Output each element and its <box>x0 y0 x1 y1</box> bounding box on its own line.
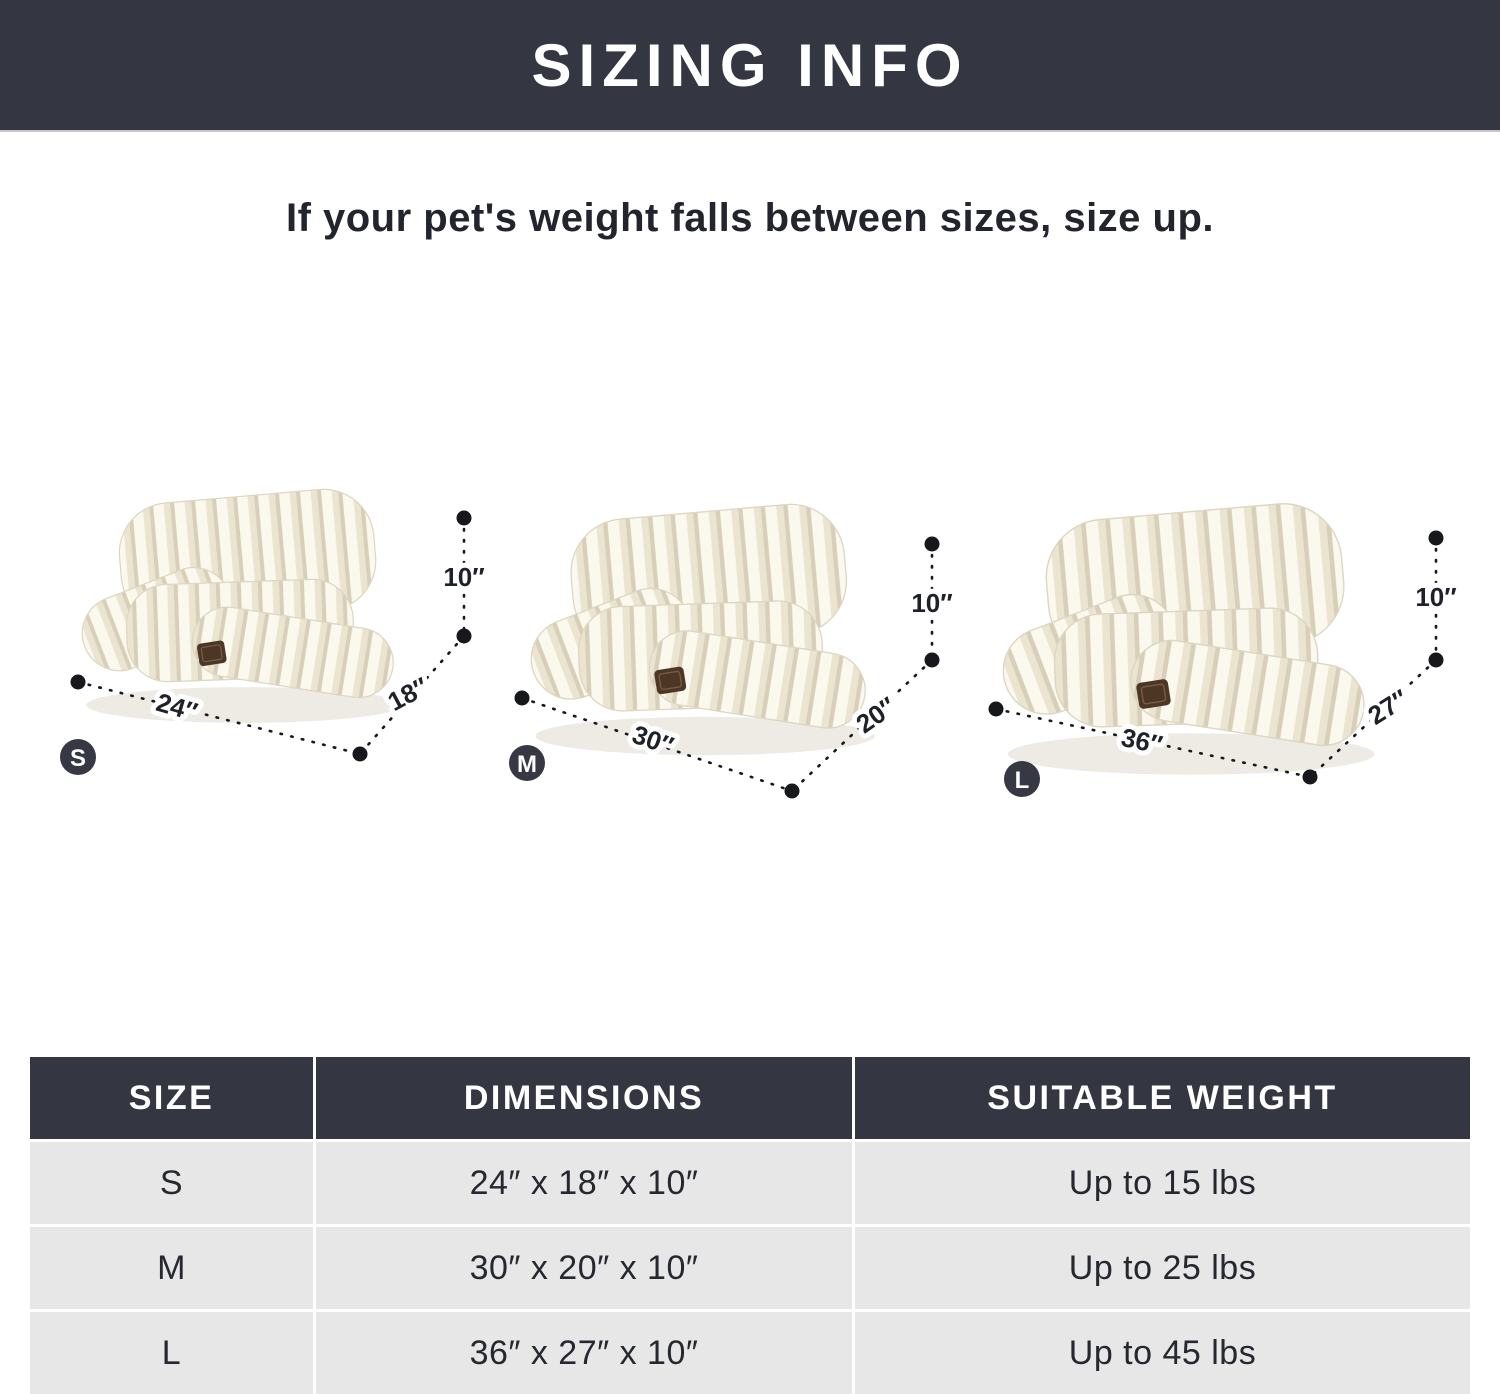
depth-dimension-line <box>358 634 466 756</box>
sizing-subtitle: If your pet's weight falls between sizes… <box>285 196 1215 240</box>
size-badge-l: L <box>1004 761 1040 797</box>
size-badge-letter: L <box>1015 767 1030 794</box>
couch-illustration-s <box>70 484 403 724</box>
size-badge-s: S <box>60 739 96 775</box>
table-cell-dimensions-l: 36″ x 27″ x 10″ <box>316 1312 852 1394</box>
column-header-size: SIZE <box>30 1057 313 1139</box>
depth-dimension-label: 27″ <box>1363 683 1414 730</box>
table-cell-size-l: L <box>30 1312 313 1394</box>
figure-size-s: 10″ 18″ 24″ S <box>40 440 520 840</box>
height-dimension-label: 10″ <box>443 562 484 592</box>
table-cell-size-s: S <box>30 1142 313 1224</box>
size-badge-letter: M <box>517 751 537 778</box>
width-dimension-line <box>76 680 362 756</box>
figure-size-l: 10″ 27″ 36″ L <box>975 440 1500 840</box>
size-badge-m: M <box>509 745 545 781</box>
couch-illustration-m <box>518 499 876 756</box>
column-header-suitable-weight: SUITABLE WEIGHT <box>855 1057 1470 1139</box>
table-cell-weight-m: Up to 25 lbs <box>855 1227 1470 1309</box>
header-bar: SIZING INFO <box>0 0 1500 132</box>
page-title: SIZING INFO <box>531 31 969 99</box>
couch-illustration-l <box>990 498 1376 776</box>
depth-dimension-line <box>1308 658 1438 779</box>
table-cell-weight-l: Up to 45 lbs <box>855 1312 1470 1394</box>
height-dimension-label: 10″ <box>911 588 952 618</box>
width-dimension-line <box>520 696 794 793</box>
column-header-dimensions: DIMENSIONS <box>316 1057 852 1139</box>
table-cell-dimensions-s: 24″ x 18″ x 10″ <box>316 1142 852 1224</box>
table-cell-dimensions-m: 30″ x 20″ x 10″ <box>316 1227 852 1309</box>
sizing-table: SIZE DIMENSIONS SUITABLE WEIGHT S 24″ x … <box>30 1057 1470 1394</box>
depth-dimension-line <box>790 658 934 793</box>
table-cell-weight-s: Up to 15 lbs <box>855 1142 1470 1224</box>
size-badge-letter: S <box>70 745 86 772</box>
table-cell-size-m: M <box>30 1227 313 1309</box>
figure-size-m: 10″ 20″ 30″ M <box>490 440 970 840</box>
height-dimension-label: 10″ <box>1415 582 1456 612</box>
